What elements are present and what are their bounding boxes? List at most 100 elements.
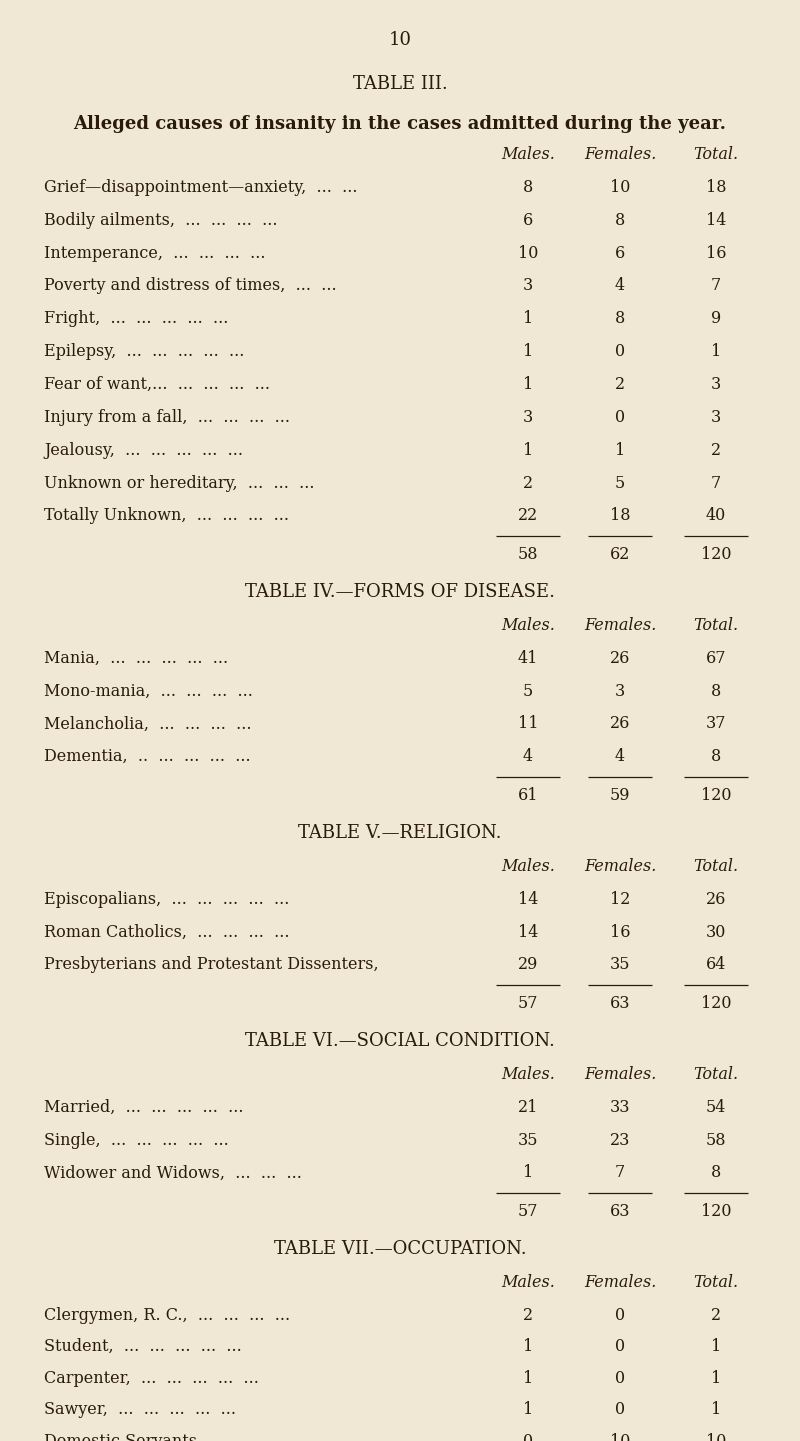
Text: Widower and Widows,  ...  ...  ...: Widower and Widows, ... ... ...: [44, 1164, 302, 1182]
Text: Mania,  ...  ...  ...  ...  ...: Mania, ... ... ... ... ...: [44, 650, 228, 667]
Text: Females.: Females.: [584, 857, 656, 875]
Text: 3: 3: [615, 683, 625, 699]
Text: 1: 1: [711, 1401, 721, 1418]
Text: 30: 30: [706, 924, 726, 941]
Text: 0: 0: [615, 1401, 625, 1418]
Text: Alleged causes of insanity in the cases admitted during the year.: Alleged causes of insanity in the cases …: [74, 115, 726, 133]
Text: 58: 58: [518, 546, 538, 563]
Text: 26: 26: [610, 650, 630, 667]
Text: 4: 4: [523, 748, 533, 765]
Text: Males.: Males.: [501, 146, 555, 163]
Text: 10: 10: [610, 1432, 630, 1441]
Text: 1: 1: [523, 310, 533, 327]
Text: 7: 7: [711, 278, 721, 294]
Text: 63: 63: [610, 996, 630, 1012]
Text: 8: 8: [615, 310, 625, 327]
Text: 5: 5: [523, 683, 533, 699]
Text: 6: 6: [523, 212, 533, 229]
Text: 7: 7: [711, 474, 721, 491]
Text: 7: 7: [615, 1164, 625, 1182]
Text: Injury from a fall,  ...  ...  ...  ...: Injury from a fall, ... ... ... ...: [44, 409, 290, 425]
Text: Total.: Total.: [694, 1274, 738, 1291]
Text: Intemperance,  ...  ...  ...  ...: Intemperance, ... ... ... ...: [44, 245, 266, 261]
Text: Melancholia,  ...  ...  ...  ...: Melancholia, ... ... ... ...: [44, 716, 251, 732]
Text: 40: 40: [706, 507, 726, 525]
Text: 6: 6: [615, 245, 625, 261]
Text: 120: 120: [701, 1203, 731, 1221]
Text: 1: 1: [523, 376, 533, 393]
Text: Females.: Females.: [584, 146, 656, 163]
Text: 1: 1: [711, 1370, 721, 1386]
Text: Males.: Males.: [501, 1066, 555, 1082]
Text: 16: 16: [610, 924, 630, 941]
Text: 59: 59: [610, 787, 630, 804]
Text: Total.: Total.: [694, 1066, 738, 1082]
Text: 62: 62: [610, 546, 630, 563]
Text: 11: 11: [518, 716, 538, 732]
Text: 12: 12: [610, 891, 630, 908]
Text: 1: 1: [711, 1339, 721, 1355]
Text: 14: 14: [518, 924, 538, 941]
Text: Total.: Total.: [694, 617, 738, 634]
Text: 63: 63: [610, 1203, 630, 1221]
Text: Clergymen, R. C.,  ...  ...  ...  ...: Clergymen, R. C., ... ... ... ...: [44, 1307, 290, 1324]
Text: 1: 1: [523, 442, 533, 458]
Text: 26: 26: [706, 891, 726, 908]
Text: 57: 57: [518, 1203, 538, 1221]
Text: Females.: Females.: [584, 1274, 656, 1291]
Text: Episcopalians,  ...  ...  ...  ...  ...: Episcopalians, ... ... ... ... ...: [44, 891, 290, 908]
Text: Roman Catholics,  ...  ...  ...  ...: Roman Catholics, ... ... ... ...: [44, 924, 290, 941]
Text: 0: 0: [615, 1339, 625, 1355]
Text: 2: 2: [523, 474, 533, 491]
Text: 4: 4: [615, 748, 625, 765]
Text: 22: 22: [518, 507, 538, 525]
Text: Carpenter,  ...  ...  ...  ...  ...: Carpenter, ... ... ... ... ...: [44, 1370, 259, 1386]
Text: 8: 8: [711, 748, 721, 765]
Text: Females.: Females.: [584, 1066, 656, 1082]
Text: 1: 1: [711, 343, 721, 360]
Text: Fright,  ...  ...  ...  ...  ...: Fright, ... ... ... ... ...: [44, 310, 228, 327]
Text: Epilepsy,  ...  ...  ...  ...  ...: Epilepsy, ... ... ... ... ...: [44, 343, 244, 360]
Text: Single,  ...  ...  ...  ...  ...: Single, ... ... ... ... ...: [44, 1131, 229, 1148]
Text: Sawyer,  ...  ...  ...  ...  ...: Sawyer, ... ... ... ... ...: [44, 1401, 236, 1418]
Text: 2: 2: [615, 376, 625, 393]
Text: 0: 0: [615, 409, 625, 425]
Text: 67: 67: [706, 650, 726, 667]
Text: 0: 0: [615, 343, 625, 360]
Text: Domestic Servants,...  ...  ...  ...: Domestic Servants,... ... ... ...: [44, 1432, 294, 1441]
Text: 1: 1: [523, 1401, 533, 1418]
Text: 9: 9: [711, 310, 721, 327]
Text: Males.: Males.: [501, 1274, 555, 1291]
Text: 0: 0: [615, 1307, 625, 1324]
Text: Total.: Total.: [694, 857, 738, 875]
Text: Totally Unknown,  ...  ...  ...  ...: Totally Unknown, ... ... ... ...: [44, 507, 289, 525]
Text: 10: 10: [518, 245, 538, 261]
Text: 14: 14: [706, 212, 726, 229]
Text: Mono-mania,  ...  ...  ...  ...: Mono-mania, ... ... ... ...: [44, 683, 253, 699]
Text: 8: 8: [711, 1164, 721, 1182]
Text: Grief—disappointment—anxiety,  ...  ...: Grief—disappointment—anxiety, ... ...: [44, 179, 358, 196]
Text: 2: 2: [711, 442, 721, 458]
Text: 3: 3: [523, 278, 533, 294]
Text: Dementia,  ..  ...  ...  ...  ...: Dementia, .. ... ... ... ...: [44, 748, 250, 765]
Text: 1: 1: [615, 442, 625, 458]
Text: 57: 57: [518, 996, 538, 1012]
Text: 5: 5: [615, 474, 625, 491]
Text: 8: 8: [711, 683, 721, 699]
Text: TABLE IV.—FORMS OF DISEASE.: TABLE IV.—FORMS OF DISEASE.: [245, 584, 555, 601]
Text: Females.: Females.: [584, 617, 656, 634]
Text: Fear of want,...  ...  ...  ...  ...: Fear of want,... ... ... ... ...: [44, 376, 270, 393]
Text: 18: 18: [706, 179, 726, 196]
Text: 61: 61: [518, 787, 538, 804]
Text: 58: 58: [706, 1131, 726, 1148]
Text: Unknown or hereditary,  ...  ...  ...: Unknown or hereditary, ... ... ...: [44, 474, 314, 491]
Text: 0: 0: [523, 1432, 533, 1441]
Text: 1: 1: [523, 1164, 533, 1182]
Text: 120: 120: [701, 996, 731, 1012]
Text: 3: 3: [711, 409, 721, 425]
Text: 16: 16: [706, 245, 726, 261]
Text: 14: 14: [518, 891, 538, 908]
Text: 26: 26: [610, 716, 630, 732]
Text: 2: 2: [523, 1307, 533, 1324]
Text: Student,  ...  ...  ...  ...  ...: Student, ... ... ... ... ...: [44, 1339, 242, 1355]
